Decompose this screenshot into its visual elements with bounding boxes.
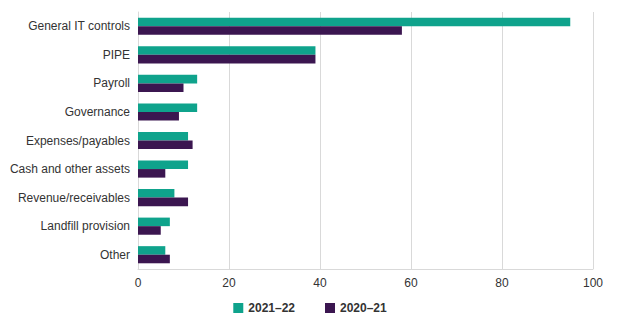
svg-text:60: 60 [404, 276, 418, 290]
svg-text:100: 100 [583, 276, 603, 290]
svg-text:Revenue/receivables: Revenue/receivables [18, 191, 130, 205]
svg-text:Other: Other [100, 248, 130, 262]
svg-text:General IT controls: General IT controls [28, 19, 130, 33]
svg-text:Expenses/payables: Expenses/payables [26, 134, 130, 148]
svg-text:Landfill provision: Landfill provision [41, 219, 130, 233]
svg-text:Cash and other assets: Cash and other assets [10, 162, 130, 176]
svg-text:Governance: Governance [65, 105, 131, 119]
svg-text:Payroll: Payroll [93, 76, 130, 90]
svg-text:2021–22: 2021–22 [248, 301, 295, 315]
svg-text:40: 40 [313, 276, 327, 290]
svg-text:20: 20 [222, 276, 236, 290]
svg-text:PIPE: PIPE [103, 48, 130, 62]
svg-text:80: 80 [495, 276, 509, 290]
svg-text:2020–21: 2020–21 [340, 301, 387, 315]
svg-text:0: 0 [135, 276, 142, 290]
